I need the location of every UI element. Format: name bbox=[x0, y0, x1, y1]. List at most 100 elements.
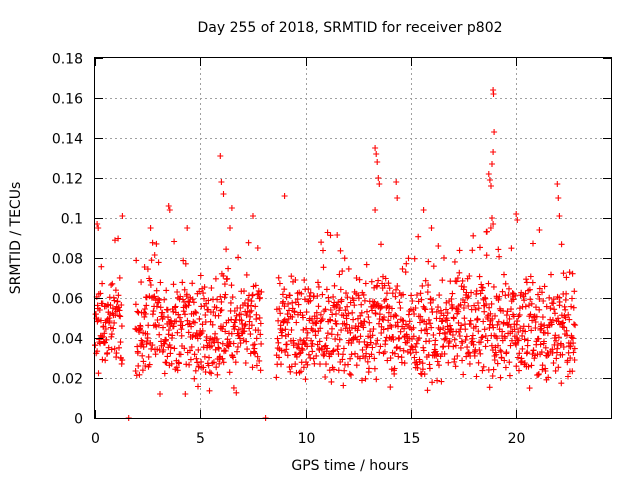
data-point bbox=[341, 255, 348, 262]
data-point bbox=[545, 374, 552, 381]
data-point bbox=[482, 333, 489, 339]
data-point bbox=[150, 308, 157, 315]
data-point bbox=[562, 296, 569, 303]
data-point bbox=[373, 376, 380, 383]
data-point bbox=[444, 317, 451, 324]
data-point bbox=[457, 344, 464, 351]
data-point bbox=[220, 191, 227, 197]
data-point bbox=[187, 347, 193, 354]
data-point bbox=[507, 323, 514, 330]
data-point bbox=[535, 371, 542, 377]
data-point bbox=[347, 299, 354, 306]
data-point bbox=[252, 350, 258, 357]
data-point bbox=[439, 277, 446, 284]
data-point bbox=[477, 339, 484, 346]
data-point bbox=[570, 304, 577, 311]
data-point bbox=[99, 356, 106, 363]
data-point bbox=[502, 364, 509, 371]
data-point bbox=[343, 315, 350, 322]
data-point bbox=[326, 367, 333, 374]
data-point bbox=[456, 333, 463, 339]
data-point bbox=[170, 281, 177, 288]
data-point bbox=[529, 351, 536, 358]
data-point bbox=[319, 316, 326, 323]
data-point bbox=[205, 362, 212, 369]
data-point bbox=[309, 348, 316, 355]
data-point bbox=[337, 247, 344, 254]
data-point bbox=[348, 324, 355, 331]
data-point bbox=[113, 350, 120, 357]
data-point bbox=[436, 292, 443, 299]
data-point bbox=[167, 350, 174, 357]
data-point bbox=[542, 344, 549, 351]
data-point bbox=[163, 287, 170, 294]
data-point bbox=[237, 335, 243, 342]
data-point bbox=[350, 297, 357, 304]
data-point bbox=[485, 171, 492, 177]
data-point bbox=[459, 340, 466, 346]
data-point bbox=[369, 344, 376, 351]
data-point bbox=[191, 351, 198, 358]
data-point bbox=[461, 315, 468, 322]
y-tick-label: 0.16 bbox=[52, 92, 83, 108]
data-point bbox=[146, 361, 153, 368]
data-point bbox=[518, 358, 525, 365]
data-point bbox=[461, 299, 468, 306]
data-point bbox=[213, 335, 220, 342]
data-point bbox=[385, 317, 392, 324]
data-point bbox=[536, 306, 543, 313]
data-point bbox=[347, 329, 354, 336]
y-tick-label: 0.08 bbox=[52, 252, 83, 268]
data-point bbox=[174, 289, 181, 295]
data-point bbox=[328, 378, 335, 385]
data-point bbox=[304, 329, 311, 336]
data-point bbox=[426, 338, 433, 345]
data-point bbox=[245, 296, 252, 303]
data-point bbox=[278, 347, 285, 354]
data-point bbox=[157, 391, 163, 397]
data-point bbox=[521, 336, 528, 343]
data-point bbox=[292, 277, 299, 283]
data-point bbox=[95, 370, 102, 377]
data-point bbox=[533, 313, 540, 320]
data-point bbox=[141, 306, 148, 312]
data-point bbox=[472, 323, 479, 330]
data-point bbox=[527, 273, 534, 280]
data-point bbox=[114, 298, 121, 305]
data-point bbox=[147, 277, 153, 284]
data-point bbox=[376, 349, 383, 356]
data-point bbox=[345, 361, 351, 368]
data-point bbox=[200, 364, 207, 371]
data-point bbox=[329, 325, 335, 332]
data-point bbox=[330, 293, 337, 300]
data-point bbox=[455, 308, 462, 315]
data-point bbox=[303, 335, 310, 341]
data-point bbox=[173, 364, 180, 371]
data-point bbox=[454, 353, 461, 359]
data-point bbox=[495, 246, 502, 253]
data-point bbox=[508, 306, 514, 313]
data-point bbox=[489, 373, 496, 379]
data-point bbox=[256, 314, 263, 321]
data-point bbox=[145, 353, 152, 360]
data-point bbox=[533, 304, 539, 311]
data-point bbox=[115, 292, 122, 299]
data-point bbox=[473, 287, 480, 294]
data-point bbox=[148, 257, 155, 264]
data-point bbox=[470, 341, 477, 348]
data-point bbox=[203, 333, 210, 340]
data-point bbox=[437, 326, 444, 333]
data-point bbox=[142, 363, 149, 369]
y-tick-label: 0.06 bbox=[52, 292, 83, 308]
data-point bbox=[182, 260, 189, 267]
data-point bbox=[220, 359, 227, 366]
data-point bbox=[396, 335, 403, 342]
data-point bbox=[495, 342, 501, 349]
data-point bbox=[480, 318, 487, 325]
data-point bbox=[428, 225, 435, 231]
data-point bbox=[283, 341, 290, 348]
data-point bbox=[285, 331, 292, 338]
data-point bbox=[213, 304, 220, 311]
data-point bbox=[219, 340, 226, 347]
data-point bbox=[229, 353, 236, 359]
